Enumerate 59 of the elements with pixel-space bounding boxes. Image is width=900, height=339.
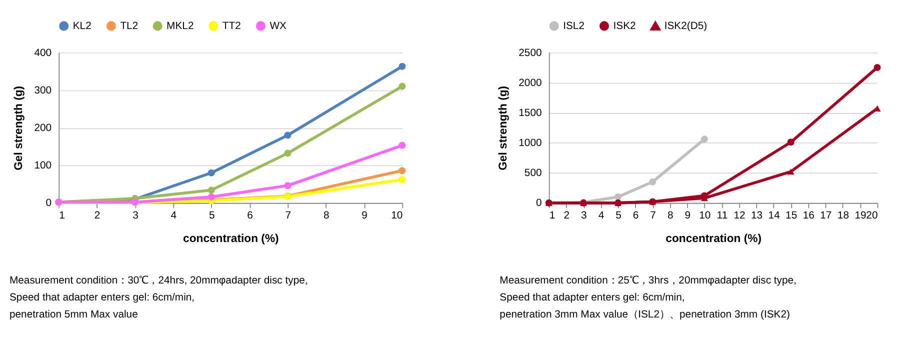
x-tick-label: 14 [768,210,780,222]
legend-label: KL2 [72,20,92,32]
x-tick-label: 8 [323,210,330,222]
x-tick-label: 10 [699,210,711,222]
legend-label: ISK2 [613,20,636,32]
x-tick-label: 7 [285,210,292,222]
x-tick-label: 4 [170,210,177,222]
x-axis-title: concentration (%) [666,233,762,246]
x-tick-label: 3 [581,210,588,222]
x-tick-label: 4 [598,210,604,222]
y-axis-title: Gel strength (g) [12,86,25,170]
y-tick-label: 0 [536,198,542,210]
x-tick-label: 5 [616,210,622,222]
text: Speed that adapter enters gel: 6cm/min, [9,292,195,304]
x-tick-label: 7 [650,210,656,222]
x-tick-label: 16 [802,210,815,222]
legend-label: ISK2(D5) [664,21,708,32]
y-tick-label: 2000 [518,78,542,89]
text: Measurement condition：25℃，3hrs，20mmφadapter disc type, [500,275,796,286]
x-tick-label: 2 [564,210,570,222]
text: Speed that adapter enters gel: 6cm/min, [500,292,685,304]
legend-label: WX [270,20,287,32]
x-tick-label: 12 [734,210,746,222]
x-tick-label: 17 [820,210,832,222]
x-tick-label: 6 [632,210,639,222]
text: penetration 3mm Max value（ISL2）、penetration 3mm (ISK2) [500,309,790,320]
x-tick-label: 11 [716,210,728,222]
x-tick-label: 18 [837,210,850,222]
text: penetration 5mm Max value [9,309,138,320]
y-axis-title: Gel strength (g) [497,86,510,170]
y-tick-label: 2500 [518,48,542,59]
x-tick-label: 1 [59,210,66,222]
y-tick-label: 1500 [518,108,542,119]
x-tick-label: 6 [247,210,254,222]
legend-label: ISL2 [563,20,585,32]
x-tick-label: 15 [786,210,798,222]
legend-label: TL2 [120,20,138,32]
x-tick-label: 2 [94,210,100,222]
text: Measurement condition：30℃，24hrs, 20mmφadapter disc type, [9,275,308,286]
y-tick-label: 400 [34,48,52,59]
y-tick-label: 500 [524,168,542,180]
x-tick-label: 10 [391,210,403,222]
legend-label: MKL2 [166,20,194,32]
x-tick-label: 9 [684,210,691,222]
x-tick-label: 20 [866,210,878,222]
x-axis-title: concentration (%) [183,233,280,246]
y-tick-label: 0 [46,198,52,210]
y-tick-label: 1000 [518,138,542,150]
x-tick-label: 1 [549,210,556,222]
x-tick-label: 19 [854,210,866,222]
x-tick-label: 5 [208,210,215,222]
y-tick-label: 200 [34,123,52,134]
x-tick-label: 13 [750,210,763,222]
x-tick-label: 8 [667,210,674,222]
y-tick-label: 300 [34,85,52,96]
x-tick-label: 3 [132,210,139,222]
x-tick-label: 9 [362,210,368,222]
legend-label: TT2 [222,20,242,32]
y-tick-label: 100 [34,160,52,172]
